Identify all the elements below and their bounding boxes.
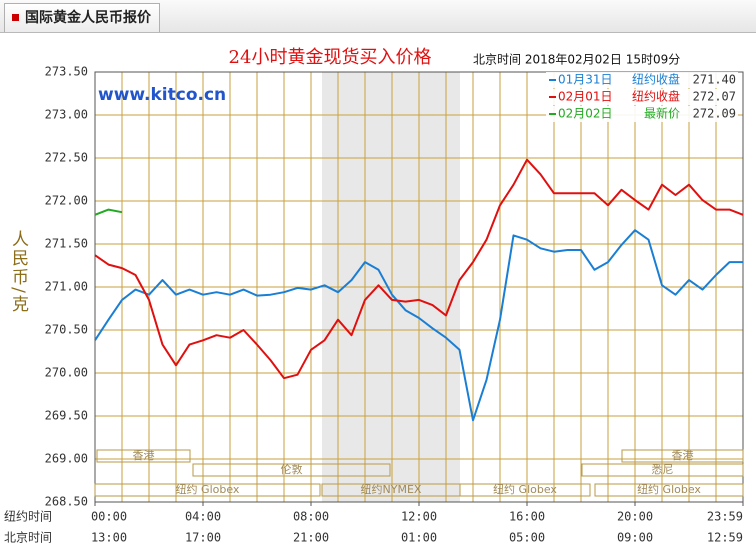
x-axis-secondary-label: 北京时间 xyxy=(4,531,52,545)
y-tick-label: 270.00 xyxy=(45,366,88,380)
tab[interactable]: 国际黄金人民币报价 xyxy=(4,3,160,32)
session-label: 悉尼 xyxy=(652,463,674,476)
x-tick-label: 23:59 xyxy=(707,510,743,524)
session-bar xyxy=(96,449,191,463)
x-secondary-tick-label: 05:00 xyxy=(509,531,545,545)
x-secondary-tick-label: 12:59 xyxy=(707,531,743,545)
session-label: 纽约 Globex xyxy=(493,482,557,496)
y-axis-label: 人民币/克 xyxy=(8,230,29,314)
x-secondary-tick-label: 13:00 xyxy=(91,531,127,545)
y-tick-label: 273.50 xyxy=(45,65,88,79)
session-bar xyxy=(581,463,744,477)
y-tick-label: 268.50 xyxy=(45,495,88,509)
session-bar xyxy=(594,483,744,497)
session-label: 伦敦 xyxy=(281,462,303,476)
session-label: 香港 xyxy=(672,449,694,462)
series-line xyxy=(94,208,123,216)
legend-note: 纽约收盘 xyxy=(632,72,680,87)
x-secondary-tick-label: 09:00 xyxy=(617,531,653,545)
x-tick-label: 16:00 xyxy=(509,510,545,524)
legend-box xyxy=(546,72,738,88)
series-line xyxy=(94,229,743,422)
series-line xyxy=(94,158,744,380)
y-tick-label: 269.50 xyxy=(45,409,88,423)
x-secondary-tick-label: 17:00 xyxy=(185,531,221,545)
legend-box xyxy=(546,106,738,122)
x-tick-label: 00:00 xyxy=(91,510,127,524)
y-tick-label: 269.00 xyxy=(45,452,88,466)
timestamp: 北京时间 2018年02月02日 15时09分 xyxy=(473,53,680,67)
session-label: 纽约NYMEX xyxy=(361,482,422,496)
session-bar xyxy=(94,483,321,497)
y-tick-label: 271.50 xyxy=(45,237,88,251)
legend-note: 最新价 xyxy=(644,106,680,121)
session-bar xyxy=(621,449,744,463)
x-tick-label: 20:00 xyxy=(617,510,653,524)
legend-value: 271.40 xyxy=(693,73,736,87)
x-secondary-tick-label: 21:00 xyxy=(293,531,329,545)
legend-value: 272.09 xyxy=(693,107,736,121)
y-tick-label: 272.00 xyxy=(45,194,88,208)
x-tick-label: 04:00 xyxy=(185,510,221,524)
x-tick-label: 08:00 xyxy=(293,510,329,524)
legend-name: 02月02日 xyxy=(558,107,613,121)
session-label: 纽约 Globex xyxy=(637,482,701,496)
session-bar xyxy=(192,463,391,477)
legend-note: 纽约收盘 xyxy=(632,89,680,104)
chart-title: 24小时黄金现货买入价格 xyxy=(229,47,432,68)
x-tick-label: 12:00 xyxy=(401,510,437,524)
watermark: www.kitco.cn xyxy=(98,85,226,105)
x-secondary-tick-label: 01:00 xyxy=(401,531,437,545)
legend-value: 272.07 xyxy=(693,90,736,104)
session-label: 香港 xyxy=(133,449,155,462)
x-axis-label: 纽约时间 xyxy=(4,509,52,524)
session-bar xyxy=(459,483,591,497)
y-tick-label: 271.00 xyxy=(45,280,88,294)
legend-box xyxy=(546,89,738,105)
legend-name: 02月01日 xyxy=(558,90,613,104)
tab-bar: 国际黄金人民币报价 xyxy=(0,0,756,33)
session-label: 纽约 Globex xyxy=(176,482,240,496)
y-tick-label: 273.00 xyxy=(45,108,88,122)
y-tick-label: 270.50 xyxy=(45,323,88,337)
legend-name: 01月31日 xyxy=(558,73,613,87)
y-tick-label: 272.50 xyxy=(45,151,88,165)
